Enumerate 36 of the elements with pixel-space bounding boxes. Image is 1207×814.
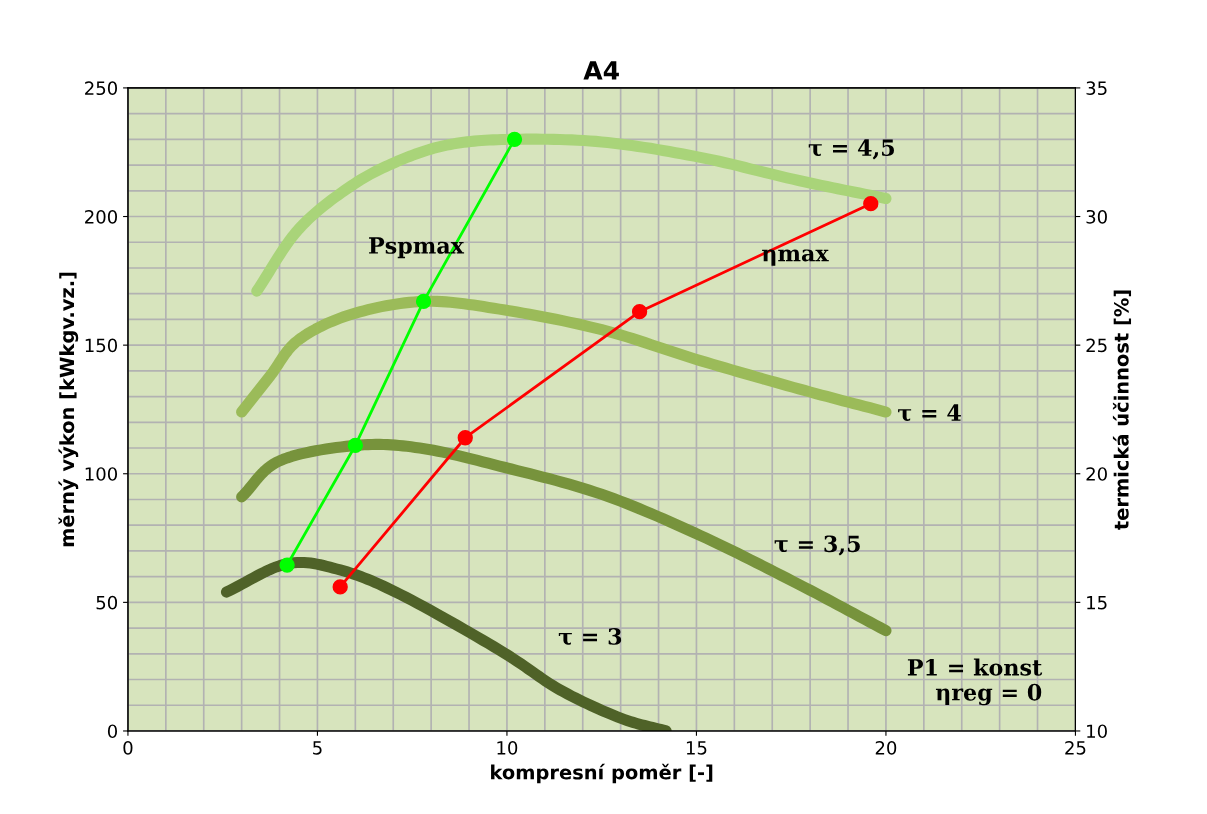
x-tick-label: 10 xyxy=(497,741,518,755)
point xyxy=(347,437,363,454)
point xyxy=(506,131,523,147)
x-tick-label: 15 xyxy=(686,741,707,755)
series-label: ηmax xyxy=(762,249,829,266)
series-label: τ = 3,5 xyxy=(774,535,860,556)
y2-axis-title: termická účinnost [%] xyxy=(1112,290,1132,530)
x-tick-label: 0 xyxy=(123,741,133,755)
point xyxy=(332,579,348,595)
x-tick-label: 20 xyxy=(875,741,897,755)
point xyxy=(415,293,432,310)
y-tick-label: 50 xyxy=(96,595,118,610)
series-label: τ = 4,5 xyxy=(808,139,894,160)
series-label: τ = 3 xyxy=(558,628,622,645)
point xyxy=(279,557,295,573)
point xyxy=(457,430,473,446)
y2-tick-label: 35 xyxy=(1086,81,1107,96)
chart-title: A4 xyxy=(583,61,619,80)
point xyxy=(863,196,879,212)
y2-tick-label: 30 xyxy=(1086,209,1107,224)
y-tick-label: 150 xyxy=(85,338,118,353)
y-tick-label: 250 xyxy=(85,81,118,96)
annotation: P1 = konst ηreg = 0 xyxy=(907,658,1043,706)
y-tick-label: 100 xyxy=(85,467,118,481)
y2-tick-label: 20 xyxy=(1086,467,1107,481)
x-tick-label: 5 xyxy=(313,741,322,755)
point xyxy=(631,304,648,320)
x-tick-label: 25 xyxy=(1065,741,1086,755)
y-tick-label: 200 xyxy=(85,209,118,224)
y-tick-label: 0 xyxy=(107,724,118,739)
y2-tick-label: 15 xyxy=(1087,596,1107,610)
series-label: τ = 4 xyxy=(898,404,961,421)
x-axis-title: kompresní poměr [-] xyxy=(491,763,713,784)
y2-tick-label: 25 xyxy=(1086,338,1107,353)
y2-tick-label: 10 xyxy=(1087,724,1107,739)
y-axis-title: měrný výkon [kWkgv.vz.] xyxy=(58,272,79,547)
